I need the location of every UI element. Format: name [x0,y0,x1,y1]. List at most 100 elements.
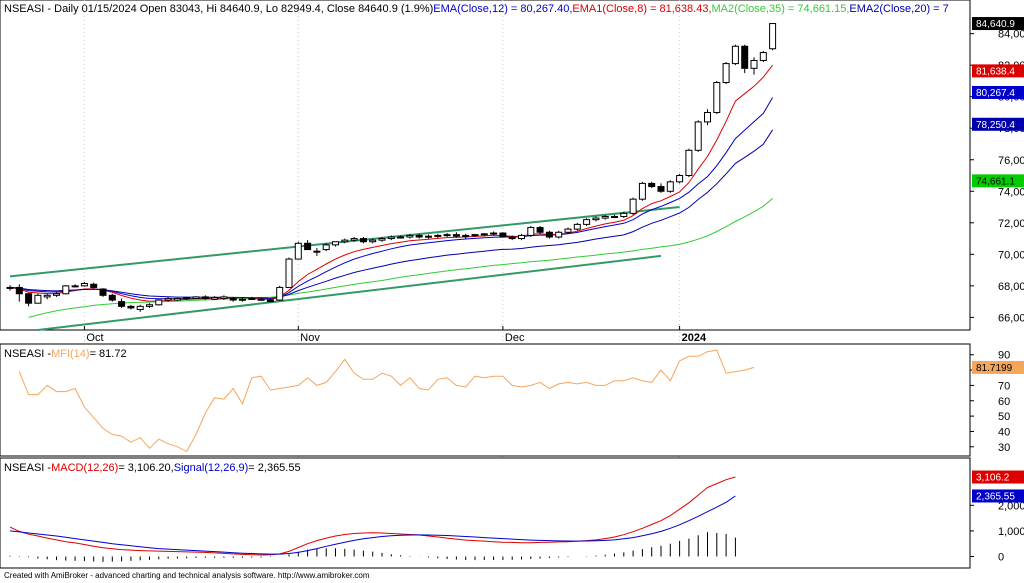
macd-y-tick-label: 2,000 [998,500,1024,512]
candle-body [741,45,749,69]
candle-body [564,228,572,233]
candle-body [415,234,423,238]
candle-body [90,283,98,288]
price-tag-1-bg [972,64,1024,78]
candle-body [332,241,339,246]
macd-header-part-3: Signal(12,26,9) [174,462,249,474]
candle-body [685,149,693,177]
price-tag-1: 81,638.4 [976,66,1015,77]
mfi-header-indicator: MFI(14) [51,348,90,360]
candle-body [43,294,51,298]
mfi-y-tick-label: 40 [998,426,1010,438]
series-line-ema1-close-8- [9,64,773,302]
candle-body [220,296,228,299]
candle-body [136,305,144,311]
macd-y-tick-label: 0 [998,551,1004,563]
candle-body [759,52,767,61]
candle-body [201,296,209,299]
candle-body [80,282,88,287]
price-y-tick-label: 70,000 [998,249,1024,261]
price-header-indicator-2: MA2(Close,35) = 74,661.15, [712,3,850,15]
candle-body [434,234,442,237]
price-header-indicator-0: EMA(Close,12) = 80,267.40, [433,3,572,15]
candle-body [34,294,42,304]
candle-body [266,299,274,303]
series-line-ema2-close-20- [9,129,774,299]
series-line-mfi [18,349,755,453]
candle-body [304,242,312,251]
candle-body [164,297,172,301]
candle-body [146,304,153,307]
candle-body [694,121,702,151]
candle-body [211,297,219,300]
x-tick-label-Oct: Oct [86,332,103,344]
candle-body [322,244,330,251]
price-tag-0-bg [972,17,1024,31]
candle-body [294,242,302,260]
macd-tag-1-bg [972,489,1024,503]
chart-svg: Oct Nov Dec 2024 NSEASI - Daily 01/15/2024 O… [0,0,1024,569]
candle-body [452,234,460,237]
candle-body [508,236,516,240]
x-tick-label-2024: 2024 [682,332,707,344]
candle-body [183,297,191,300]
price-y-tick-label: 76,000 [998,155,1024,167]
candle-body [62,285,70,295]
candle-body [229,297,237,301]
price-tag-3: 78,250.4 [976,120,1015,131]
macd-y-tick-label: 1,000 [998,526,1024,538]
price-tag-2: 80,267.4 [976,88,1015,99]
price-y-tick-label: 72,000 [998,218,1024,230]
channel-line-channel_lower [37,254,662,331]
candle-body [341,239,349,243]
x-tick-label-Dec: Dec [505,332,525,344]
candle-body [583,219,591,225]
candle-body [350,238,358,241]
mfi-y-tick-label: 90 [998,350,1010,362]
candle-body [676,175,684,183]
candle-body [722,63,730,84]
candle-body [629,198,637,214]
candle-body [592,217,600,221]
candle-body [378,238,386,241]
candle-body [239,298,246,301]
candle-body [25,293,33,304]
macd-panel [0,457,971,569]
macd-header-part-0: NSEASI - [4,462,51,474]
candle-body [601,216,609,219]
candle-body [573,223,581,230]
candle-body [71,285,79,288]
series-line-ema-close-12- [9,97,774,300]
price-tag-3-bg [972,117,1024,131]
price-header-indicator-3: EMA2(Close,20) = 7 [849,3,948,15]
macd-header-part-2: = 3,106.20, [118,462,173,474]
candle-body [369,239,377,243]
candle-body [248,297,256,300]
candle-body [192,296,200,299]
candle-body [155,299,163,306]
candle-body [443,234,451,237]
price-panel [0,0,971,331]
price-y-tick-label: 68,000 [998,281,1024,293]
candle-body [527,227,535,236]
candle-body [713,82,721,113]
candle-body [480,233,488,236]
price-y-tick-label: 74,000 [998,186,1024,198]
candle-body [359,238,367,243]
candle-body [276,286,284,301]
candle-body [704,111,711,123]
candle-body [490,232,498,235]
candle-body [620,212,628,218]
mfi-y-tick-label: 70 [998,380,1010,392]
candle-body [108,294,116,301]
x-tick-label-Nov: Nov [300,332,320,344]
candle-body [666,181,674,192]
candle-body [611,216,618,219]
candle-body [53,293,60,296]
price-tag-2-bg [972,85,1024,99]
price-y-tick-label: 66,000 [998,312,1024,324]
candle-body [127,305,135,309]
series-line-macd-12-26- [9,476,736,556]
candle-body [257,298,265,301]
